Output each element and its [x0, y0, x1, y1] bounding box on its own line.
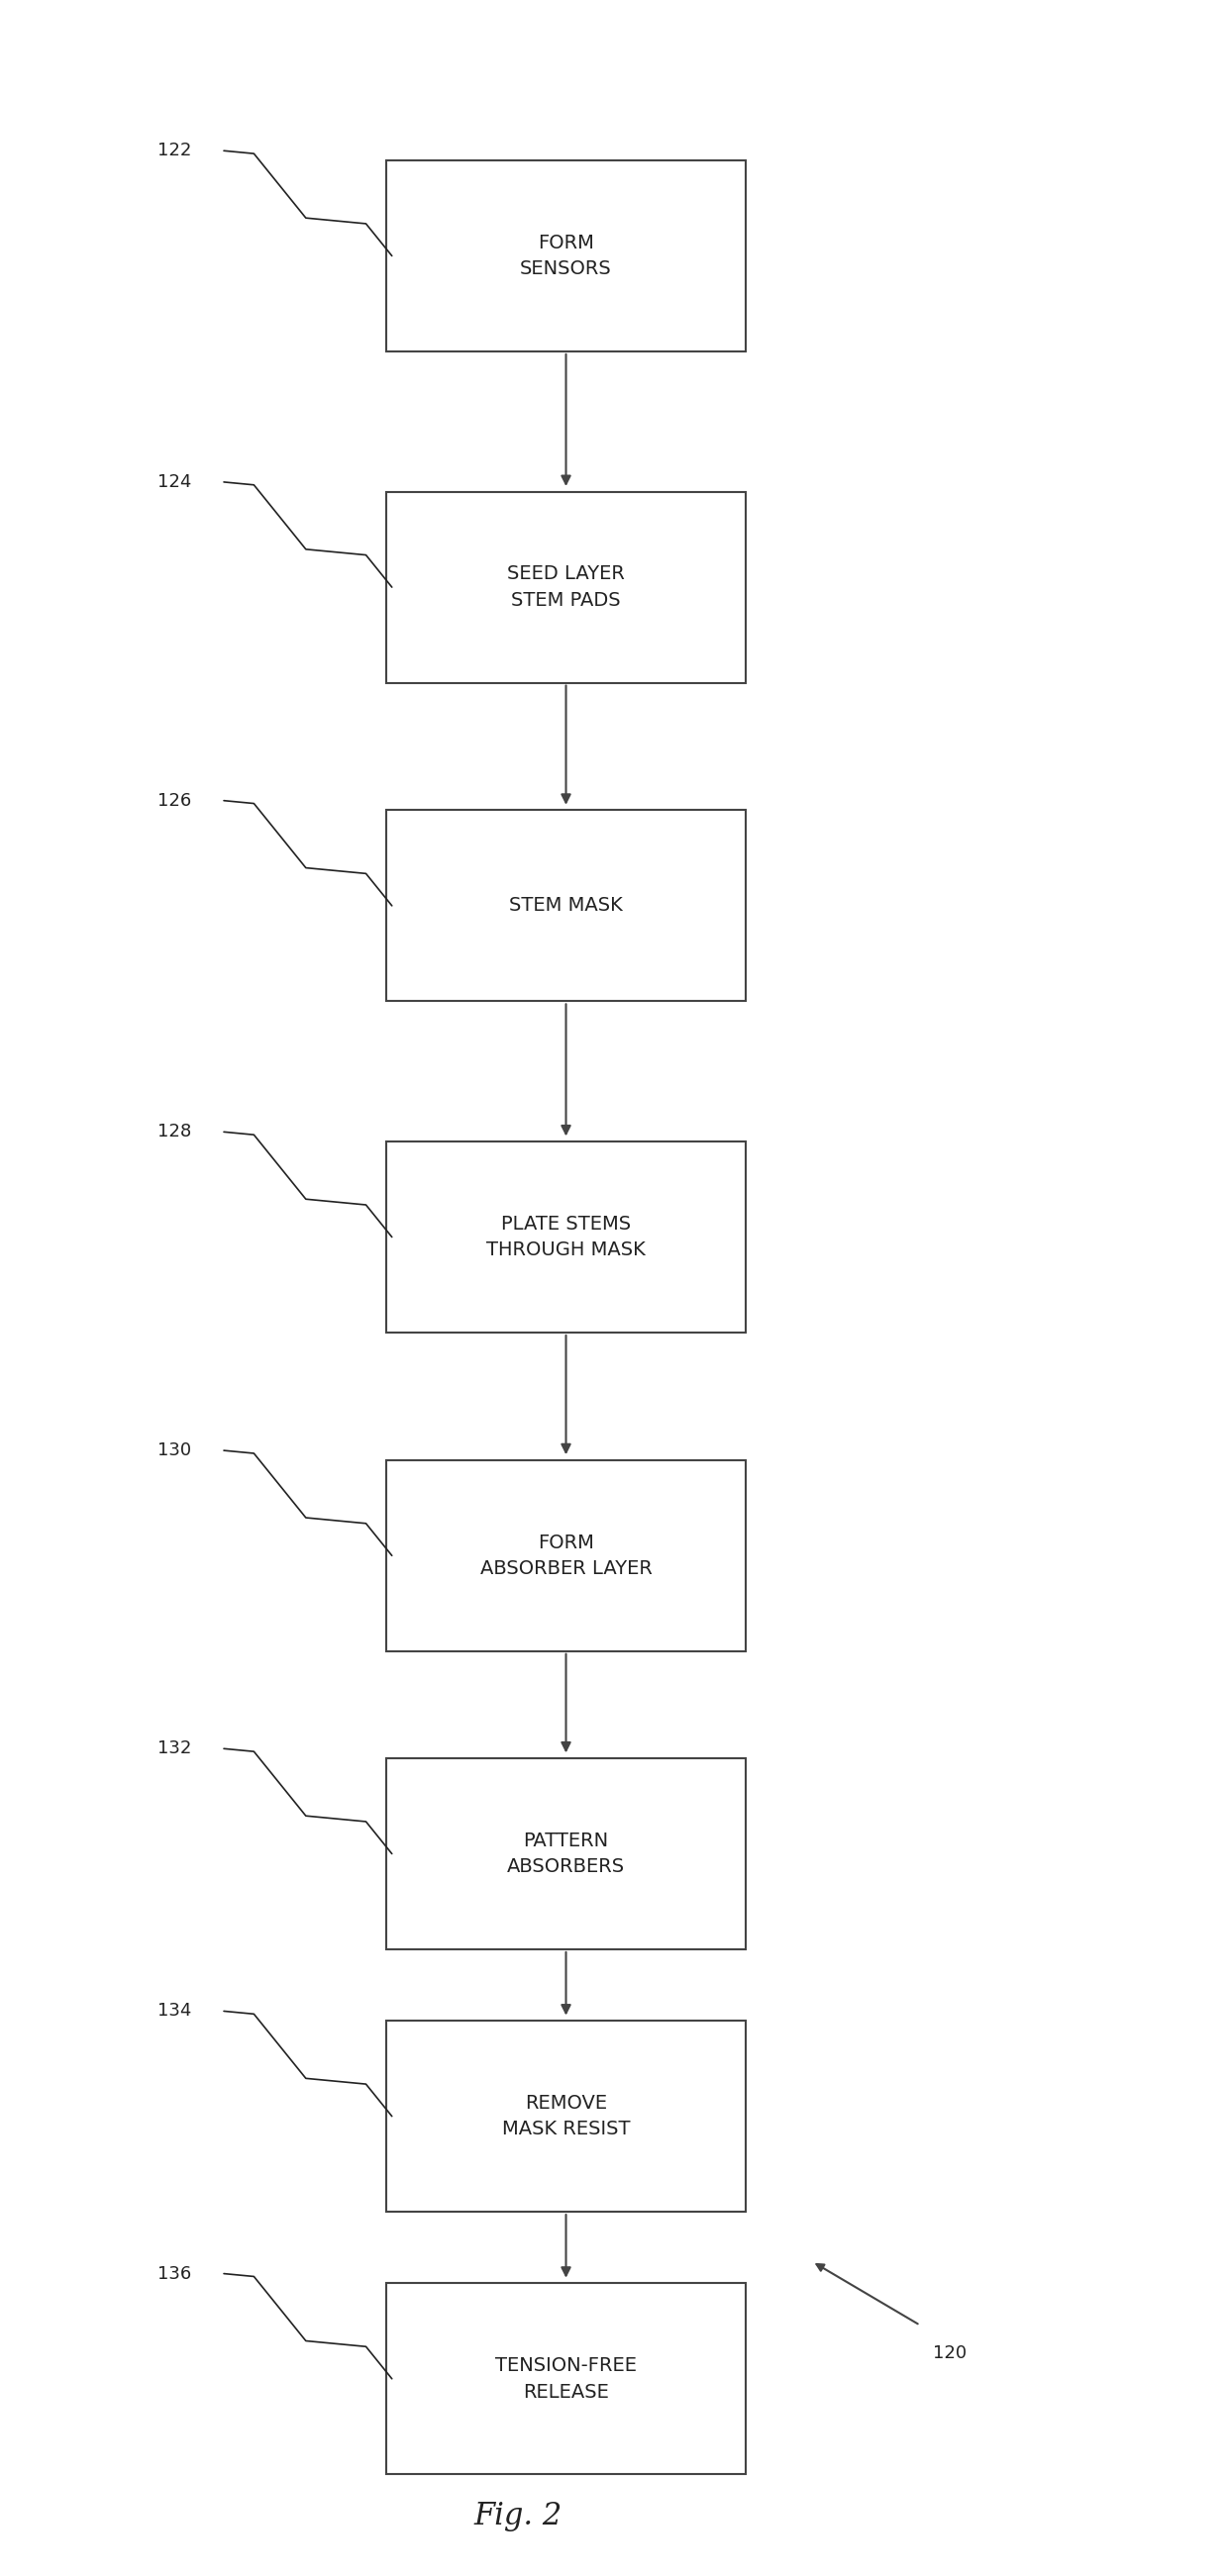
Text: PLATE STEMS
THROUGH MASK: PLATE STEMS THROUGH MASK	[486, 1213, 646, 1260]
Text: 128: 128	[158, 1123, 192, 1141]
Text: Fig. 2: Fig. 2	[474, 2501, 562, 2532]
FancyBboxPatch shape	[386, 811, 747, 1002]
Text: 122: 122	[158, 142, 192, 160]
Text: 126: 126	[158, 791, 192, 809]
FancyBboxPatch shape	[386, 1141, 747, 1332]
Text: 130: 130	[158, 1443, 192, 1461]
Text: SEED LAYER
STEM PADS: SEED LAYER STEM PADS	[507, 564, 625, 611]
Text: 120: 120	[933, 2344, 966, 2362]
Text: PATTERN
ABSORBERS: PATTERN ABSORBERS	[507, 1832, 625, 1875]
Text: 134: 134	[158, 2002, 192, 2020]
FancyBboxPatch shape	[386, 2282, 747, 2476]
FancyBboxPatch shape	[386, 1461, 747, 1651]
Text: STEM MASK: STEM MASK	[510, 896, 623, 914]
FancyBboxPatch shape	[386, 2020, 747, 2213]
Text: FORM
ABSORBER LAYER: FORM ABSORBER LAYER	[480, 1533, 652, 1579]
Text: 136: 136	[158, 2264, 192, 2282]
Text: 124: 124	[158, 474, 192, 492]
Text: FORM
SENSORS: FORM SENSORS	[519, 234, 612, 278]
Text: TENSION-FREE
RELEASE: TENSION-FREE RELEASE	[495, 2357, 637, 2401]
Text: 132: 132	[158, 1739, 192, 1757]
Text: REMOVE
MASK RESIST: REMOVE MASK RESIST	[502, 2094, 630, 2138]
FancyBboxPatch shape	[386, 160, 747, 350]
FancyBboxPatch shape	[386, 1759, 747, 1950]
FancyBboxPatch shape	[386, 492, 747, 683]
